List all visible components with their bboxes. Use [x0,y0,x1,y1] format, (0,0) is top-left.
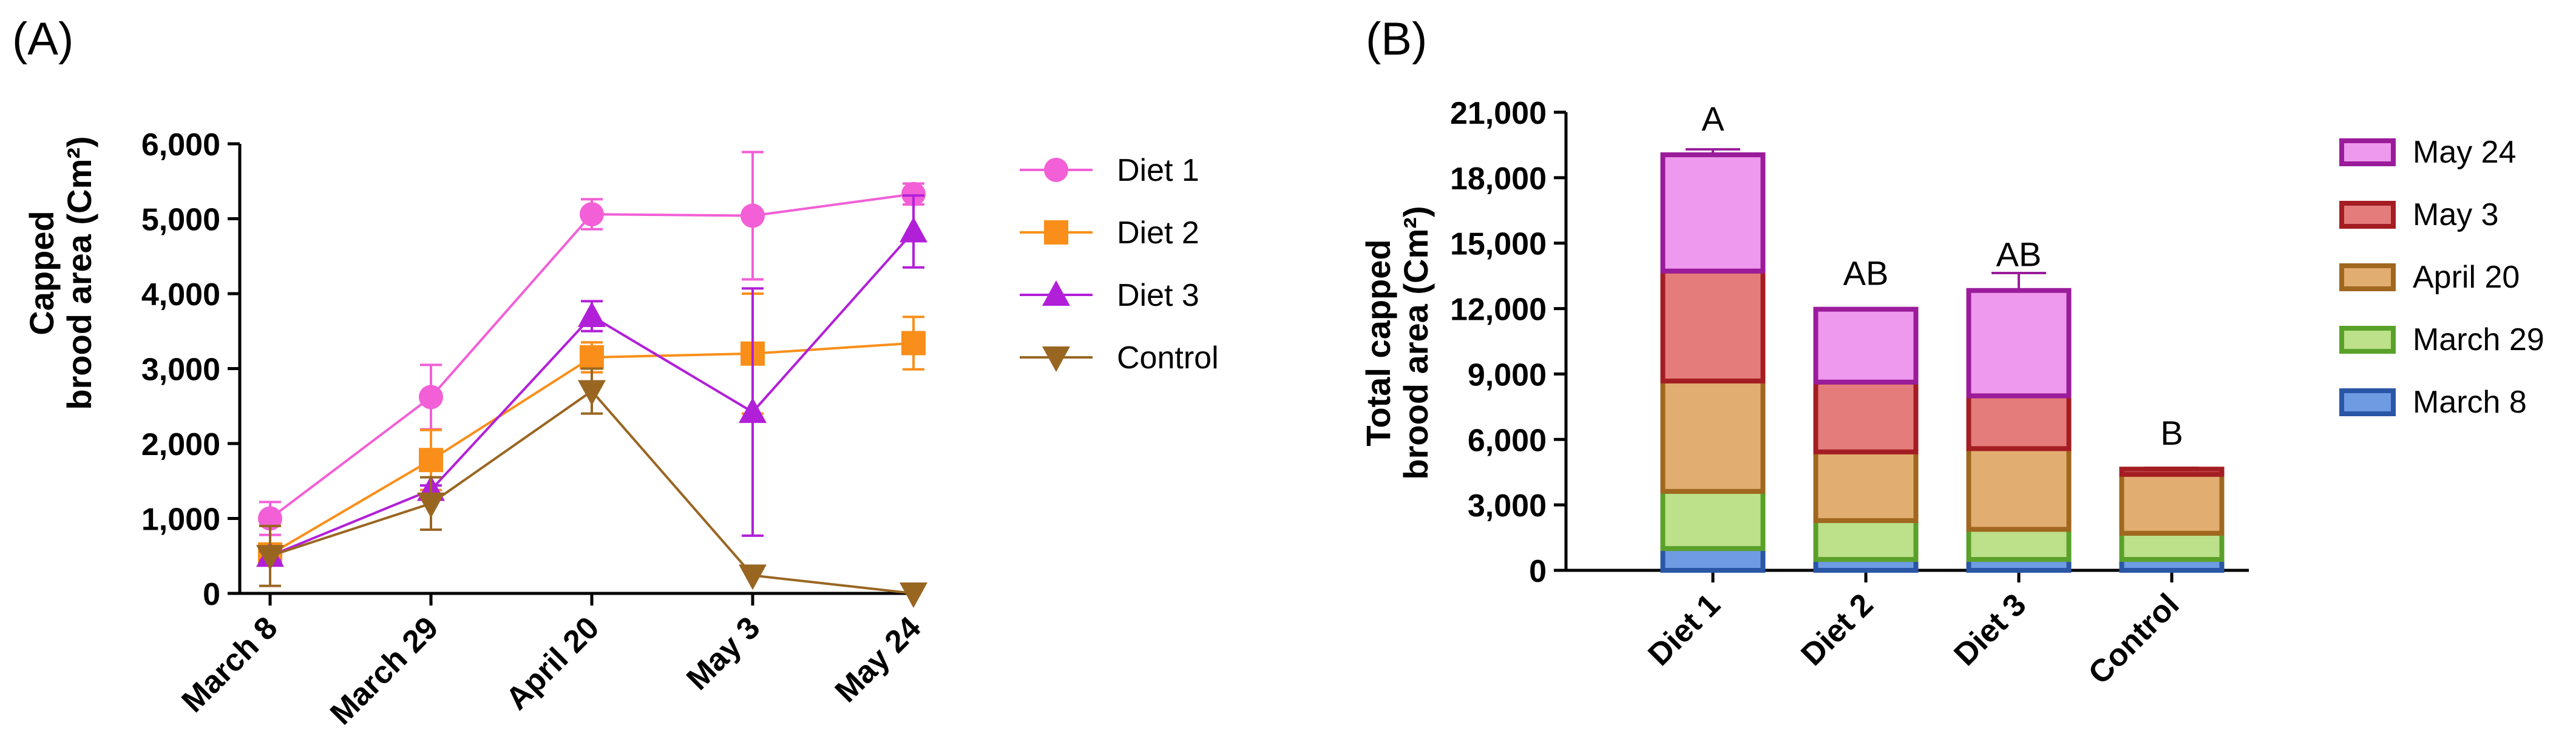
bar-segment [1816,452,1916,521]
legend-marker [1042,346,1070,372]
legend-marker [1044,220,1068,245]
bar-stack-diet-1 [1663,149,1763,570]
legend-swatch [2342,203,2393,226]
significance-letter: A [1701,100,1724,138]
bar-segment [1969,291,2069,396]
significance-letter: B [2160,414,2183,452]
figure-svg: (A) Capped brood area (Cm²) 0 1,000 2,000 3… [0,0,2576,753]
data-point [900,582,927,608]
series-control [256,369,927,609]
bar-stack-diet-2 [1816,309,1916,570]
significance-letter: AB [1996,235,2042,274]
panel-b-label: (B) [1366,13,1427,65]
panel-a-label: (A) [12,13,73,65]
bar-segment [1969,448,2069,529]
legend-label: May 24 [2413,135,2517,170]
panel-a-y-tick-label: 0 [203,577,220,612]
legend-swatch [2342,266,2393,289]
panel-a: (A) Capped brood area (Cm²) 0 1,000 2,000 3… [12,13,1219,732]
legend-label: Diet 1 [1117,153,1199,188]
data-point [901,331,926,356]
panel-a-x-tick-label: April 20 [500,610,606,717]
data-point [900,217,927,242]
legend-marker [1042,280,1070,306]
data-point [419,385,443,409]
legend-swatch [2342,328,2393,351]
panel-a-y-tick-label: 5,000 [141,203,220,238]
bar-segment [1816,309,1916,382]
series-line [270,391,913,593]
series-diet-2 [258,294,926,567]
legend-entry: Diet 2 [1020,215,1199,251]
panel-a-x-tick-label: March 8 [175,610,285,719]
legend-label: March 8 [2413,385,2527,420]
legend-entry: March 29 [2342,322,2544,357]
legend-entry: Control [1020,340,1219,376]
data-point [578,302,606,327]
panel-a-ylabel-line2: brood area (Cm²) [60,136,98,410]
panel-a-y-tick-label: 6,000 [141,127,220,163]
bar-segment [1663,491,1763,548]
data-point [419,448,443,472]
panel-a-y-tick-label: 2,000 [141,427,220,462]
panel-a-x-tick-label: March 29 [324,610,445,731]
panel-b-y-tick-label: 9,000 [1468,357,1547,393]
panel-b-x-tick-label: Diet 1 [1641,587,1727,672]
bar-segment [1663,548,1763,570]
panel-b-y-tick-label: 15,000 [1450,227,1547,262]
panel-b-ylabel-line1: Total capped [1359,239,1397,446]
legend-swatch [2342,141,2393,164]
data-point [580,202,604,226]
panel-b-y-tick-label: 18,000 [1450,161,1547,197]
bar-segment [1969,529,2069,559]
bar-segment [2122,469,2222,474]
panel-b-x-tick-label: Diet 2 [1794,587,1880,672]
data-point [580,345,604,370]
figure: (A) Capped brood area (Cm²) 0 1,000 2,000 3… [0,0,2576,753]
panel-b-y-tick-label: 12,000 [1450,292,1547,328]
legend-label: May 3 [2413,197,2499,232]
bar-segment [1663,155,1763,271]
legend-entry: April 20 [2342,260,2520,295]
bar-segment [1663,271,1763,381]
panel-a-y-tick-label: 4,000 [141,277,220,312]
panel-b-y-tick-label: 0 [1529,554,1547,589]
panel-b-ylabel-line2: brood area (Cm²) [1397,206,1435,479]
panel-a-x-tick-label: May 24 [829,610,928,709]
legend-entry: May 24 [2342,135,2517,170]
bar-segment [2122,533,2222,559]
panel-b-x-tick-label: Diet 3 [1947,587,2033,672]
bar-stack-diet-3 [1969,273,2069,570]
panel-b-x-tick-label: Control [2082,587,2186,691]
panel-a-x-tick-label: May 3 [680,610,767,697]
significance-letter: AB [1843,254,1889,292]
panel-b-y-tick-label: 6,000 [1468,423,1547,458]
legend-entry: Diet 1 [1020,153,1199,188]
legend-swatch [2342,391,2393,414]
legend-entry: May 3 [2342,197,2499,232]
legend-label: Diet 2 [1117,215,1199,251]
data-point [741,204,765,228]
bar-segment [1969,396,2069,448]
panel-a-y-tick-label: 1,000 [141,502,220,538]
legend-label: Diet 3 [1117,278,1199,313]
panel-b-y-tick-label: 21,000 [1450,96,1547,131]
panel-b-y-tick-label: 3,000 [1468,488,1547,524]
data-point [417,493,445,518]
bar-segment [1816,382,1916,452]
bar-segment [1816,521,1916,559]
legend-label: March 29 [2413,322,2544,357]
legend-entry: Diet 3 [1020,278,1199,313]
bar-stack-control [2122,468,2222,570]
panel-a-y-tick-label: 3,000 [141,353,220,388]
legend-marker [1044,158,1068,182]
bar-segment [1663,381,1763,491]
panel-a-ylabel-line1: Capped [22,211,61,335]
legend-label: April 20 [2413,260,2520,295]
legend-label: Control [1117,340,1219,376]
bar-segment [2122,474,2222,533]
legend-entry: March 8 [2342,385,2527,420]
panel-b: (B) Total capped brood area (Cm²) 0 3,000… [1359,13,2544,691]
